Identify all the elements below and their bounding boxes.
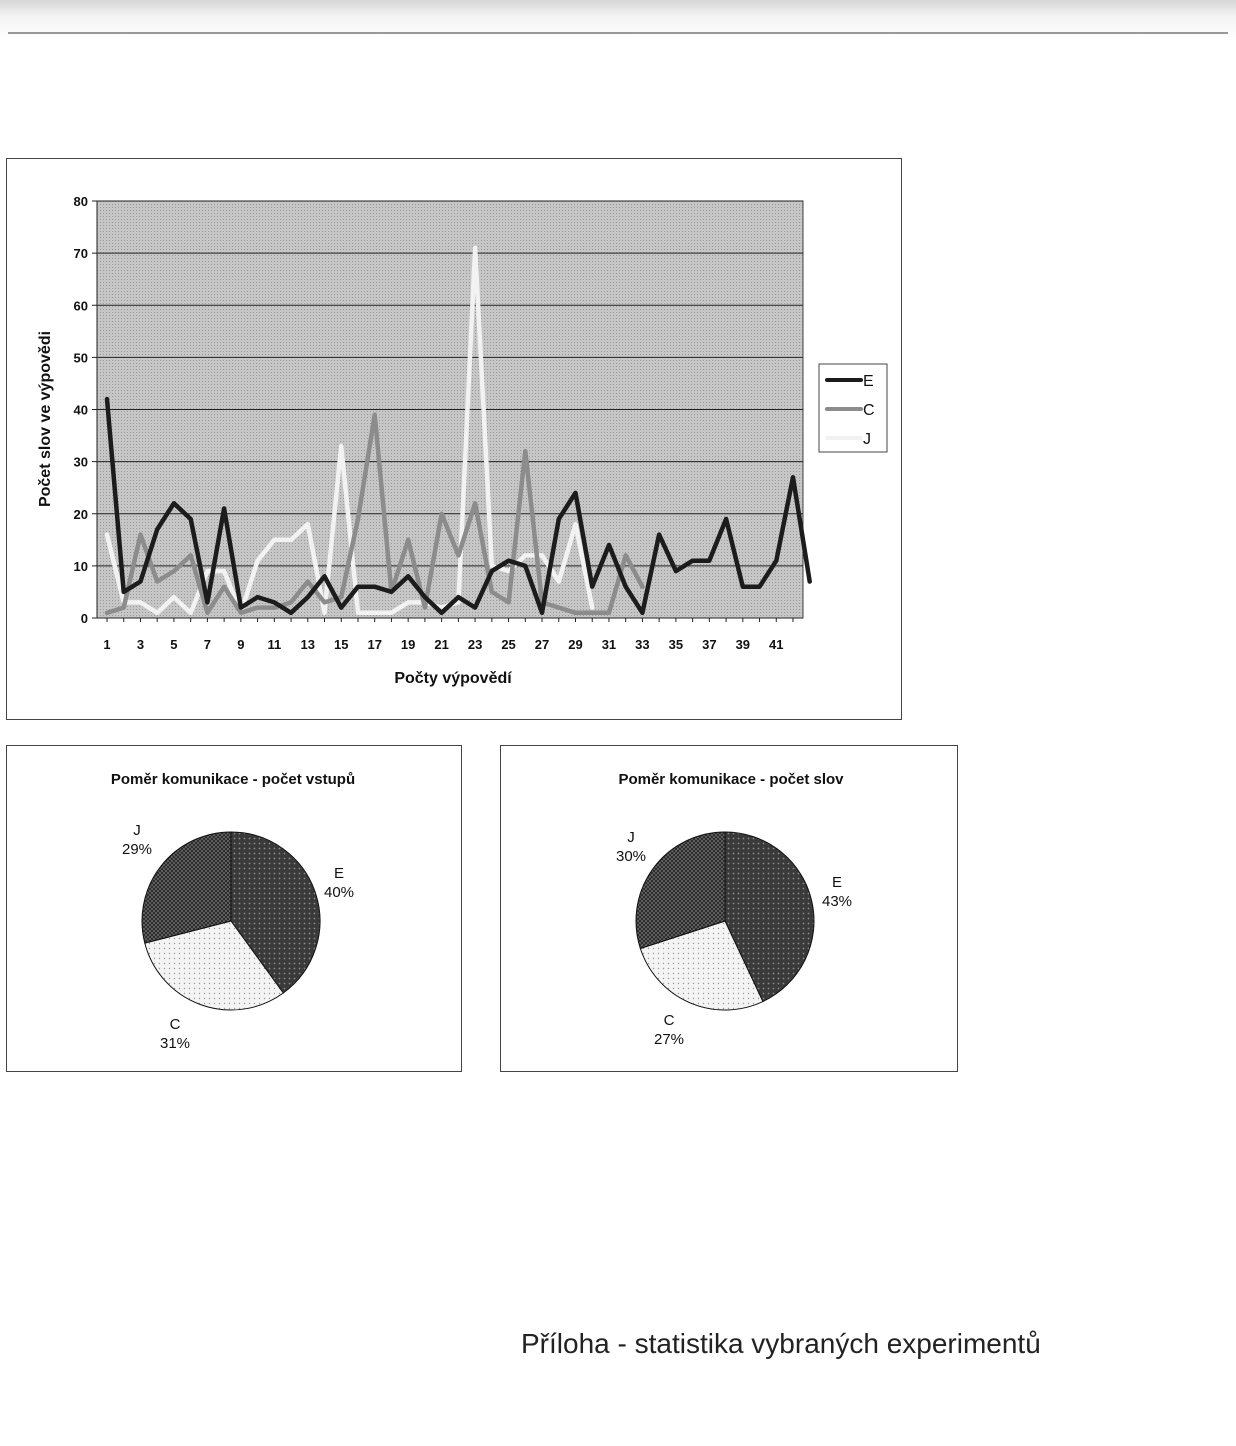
x-tick-label: 17 xyxy=(367,637,381,652)
pie-panel-inputs: Poměr komunikace - počet vstupů E 40% C 31%… xyxy=(6,745,462,1072)
x-tick-label: 21 xyxy=(434,637,448,652)
legend-label-J: J xyxy=(863,431,871,448)
pie-slice-C xyxy=(144,920,285,1011)
x-tick-label: 37 xyxy=(702,637,716,652)
y-tick-label: 70 xyxy=(74,246,88,261)
x-tick-label: 7 xyxy=(204,637,211,652)
pie-label-pct-C: 31% xyxy=(160,1035,190,1052)
x-tick-label: 5 xyxy=(170,637,177,652)
y-tick-label: 60 xyxy=(74,298,88,313)
pie-label-pct-C: 27% xyxy=(654,1031,684,1048)
pie-slice-E xyxy=(230,831,321,994)
series-line-E xyxy=(104,396,812,616)
y-tick-label: 30 xyxy=(74,455,88,470)
x-tick-label: 27 xyxy=(535,637,549,652)
pie-chart-words: Poměr komunikace - počet slov E 43% C 27% J 3… xyxy=(616,771,852,1048)
pie-title-inputs: Poměr komunikace - počet vstupů xyxy=(111,771,355,788)
pie-slice-J xyxy=(141,831,232,944)
x-tick-label: 35 xyxy=(669,637,683,652)
x-tick-label: 29 xyxy=(568,637,582,652)
pie-slice-E xyxy=(724,831,815,1003)
x-tick-label: 15 xyxy=(334,637,348,652)
x-tick-label: 9 xyxy=(237,637,244,652)
legend-label-E: E xyxy=(863,373,874,390)
pie-label-name-C: C xyxy=(664,1012,675,1029)
pie-slice-C xyxy=(639,920,764,1011)
y-tick-label: 0 xyxy=(81,611,88,626)
pie-label-name-E: E xyxy=(334,865,344,882)
x-tick-label: 41 xyxy=(769,637,783,652)
x-tick-label: 25 xyxy=(501,637,515,652)
x-tick-label: 11 xyxy=(267,637,281,652)
x-tick-label: 31 xyxy=(602,637,616,652)
x-axis-label: Počty výpovědí xyxy=(394,670,512,687)
pie-chart-inputs: Poměr komunikace - počet vstupů E 40% C 31%… xyxy=(111,771,355,1052)
y-tick-label: 20 xyxy=(74,507,88,522)
appendix-caption: Příloha - statistika vybraných experimen… xyxy=(521,1328,1041,1359)
x-tick-label: 23 xyxy=(468,637,482,652)
pie-panel-words: Poměr komunikace - počet slov E 43% C 27% J 3… xyxy=(500,745,958,1072)
pie-title-words: Poměr komunikace - počet slov xyxy=(618,771,844,788)
pie-label-pct-J: 29% xyxy=(122,841,152,858)
pie-label-pct-E: 43% xyxy=(822,893,852,910)
pie-label-name-J: J xyxy=(133,822,141,839)
pie-label-pct-J: 30% xyxy=(616,848,646,865)
x-tick-label: 3 xyxy=(137,637,144,652)
scan-top-edge xyxy=(0,0,1236,40)
x-tick-label: 1 xyxy=(103,637,110,652)
x-tick-label: 39 xyxy=(736,637,750,652)
legend: ECJ xyxy=(818,363,888,453)
x-tick-label: 33 xyxy=(635,637,649,652)
y-tick-label: 10 xyxy=(74,559,88,574)
x-tick-label: 19 xyxy=(401,637,415,652)
line-chart: Počet slov ve výpovědi Počty výpovědí 01… xyxy=(37,194,888,687)
y-tick-label: 50 xyxy=(74,350,88,365)
series-line-C xyxy=(104,412,645,616)
pie-label-name-E: E xyxy=(832,874,842,891)
y-tick-label: 80 xyxy=(74,194,88,209)
pie-label-name-J: J xyxy=(627,829,635,846)
y-tick-label: 40 xyxy=(74,403,88,418)
legend-label-C: C xyxy=(863,402,875,419)
y-axis-label: Počet slov ve výpovědi xyxy=(37,331,54,507)
x-tick-label: 13 xyxy=(301,637,315,652)
pie-slice-J xyxy=(635,831,726,950)
scan-top-rule xyxy=(8,32,1228,34)
pie-label-name-C: C xyxy=(170,1016,181,1033)
pie-label-pct-E: 40% xyxy=(324,884,354,901)
